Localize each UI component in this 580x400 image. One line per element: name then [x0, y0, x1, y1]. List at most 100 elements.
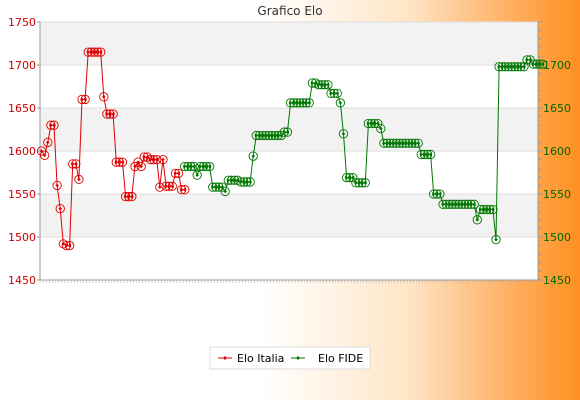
- data-point-marker: [428, 152, 433, 157]
- data-point-marker: [130, 194, 134, 199]
- data-point-marker: [375, 121, 380, 126]
- data-point: [338, 129, 349, 139]
- data-point: [335, 98, 346, 108]
- data-point-marker: [55, 183, 59, 188]
- data-point-marker: [341, 132, 346, 136]
- data-point: [152, 154, 162, 165]
- data-point-marker: [229, 178, 234, 183]
- data-point-marker: [491, 207, 495, 212]
- data-point: [180, 185, 190, 195]
- data-point: [189, 161, 199, 172]
- data-point-marker: [245, 180, 249, 184]
- data-point-marker: [170, 184, 175, 189]
- legend-label: Elo Italia: [237, 352, 284, 365]
- data-point-marker: [316, 82, 321, 87]
- y-tick-label-right: 1500: [543, 231, 571, 244]
- data-point-marker: [431, 192, 436, 196]
- data-point-marker: [354, 181, 358, 185]
- legend: Elo Italia Elo FIDE: [209, 346, 371, 370]
- data-point: [64, 240, 75, 251]
- data-point-marker: [410, 141, 414, 146]
- data-point-marker: [494, 237, 498, 242]
- data-point-marker: [126, 194, 131, 199]
- data-point-marker: [363, 181, 368, 185]
- data-point-marker: [512, 64, 517, 69]
- data-point-marker: [195, 173, 199, 177]
- data-point-marker: [540, 62, 545, 66]
- data-point: [282, 127, 293, 137]
- data-point-marker: [45, 140, 50, 145]
- data-point-marker: [52, 123, 56, 127]
- data-point-marker: [379, 126, 383, 131]
- data-point-marker: [176, 171, 181, 176]
- data-point-marker: [151, 157, 156, 162]
- data-point-marker: [326, 82, 330, 87]
- y-tick-label-right: 1600: [543, 145, 571, 158]
- data-point-marker: [285, 130, 290, 134]
- data-point-marker: [282, 130, 287, 134]
- data-point-marker: [139, 164, 143, 169]
- data-point-marker: [347, 175, 352, 180]
- data-point-marker: [120, 160, 125, 164]
- data-point: [173, 168, 184, 179]
- axes: 1450 1500 1550 1600 1650 1700 1750 1450 1500 1550…: [8, 16, 571, 287]
- data-point-marker: [270, 133, 274, 138]
- legend-swatch-marker: [223, 356, 227, 360]
- data-point-marker: [528, 58, 533, 62]
- data-point-marker: [400, 141, 405, 146]
- data-point-marker: [456, 202, 461, 207]
- data-point: [425, 149, 436, 160]
- data-point: [376, 123, 386, 134]
- data-point-marker: [248, 180, 252, 184]
- data-point-marker: [416, 141, 420, 146]
- data-point: [142, 152, 153, 162]
- data-point: [360, 178, 370, 188]
- data-point-marker: [167, 184, 171, 189]
- data-point: [155, 182, 165, 192]
- data-point-marker: [447, 202, 452, 207]
- data-point-marker: [307, 101, 312, 105]
- data-point: [74, 174, 84, 185]
- legend-label: Elo FIDE: [318, 352, 363, 365]
- y-tick-label-right: 1700: [543, 59, 571, 72]
- data-point-marker: [154, 157, 159, 162]
- data-point-marker: [67, 243, 72, 248]
- data-point-marker: [369, 121, 374, 126]
- data-point: [167, 181, 177, 191]
- data-point: [323, 80, 333, 90]
- data-point-marker: [472, 202, 476, 207]
- data-point-marker: [522, 64, 526, 69]
- y-tick-label-right: 1450: [543, 274, 571, 287]
- data-point: [96, 47, 106, 57]
- data-point-marker: [42, 153, 47, 158]
- data-point: [40, 150, 50, 160]
- data-point: [136, 161, 146, 172]
- legend-box: [209, 346, 371, 370]
- data-point: [245, 177, 255, 187]
- data-point: [469, 199, 479, 209]
- data-point: [373, 118, 383, 129]
- data-point-marker: [273, 133, 277, 138]
- data-point-marker: [276, 133, 280, 138]
- data-point-marker: [503, 64, 508, 69]
- data-point: [49, 120, 59, 130]
- data-point-marker: [214, 185, 218, 189]
- data-point: [117, 157, 128, 167]
- data-point-marker: [438, 192, 442, 196]
- data-point-marker: [385, 141, 389, 146]
- data-point-marker: [263, 133, 268, 138]
- y-tick-label-left: 1600: [8, 145, 36, 158]
- data-point-marker: [238, 180, 243, 184]
- y-tick-label-left: 1550: [8, 188, 36, 201]
- data-point-marker: [322, 82, 327, 87]
- data-point-marker: [332, 91, 336, 96]
- data-point: [332, 88, 342, 99]
- data-point: [52, 180, 62, 191]
- data-point-marker: [487, 207, 492, 212]
- data-point: [435, 189, 445, 199]
- data-point-marker: [111, 112, 115, 116]
- data-point: [472, 215, 482, 225]
- data-point: [204, 161, 215, 172]
